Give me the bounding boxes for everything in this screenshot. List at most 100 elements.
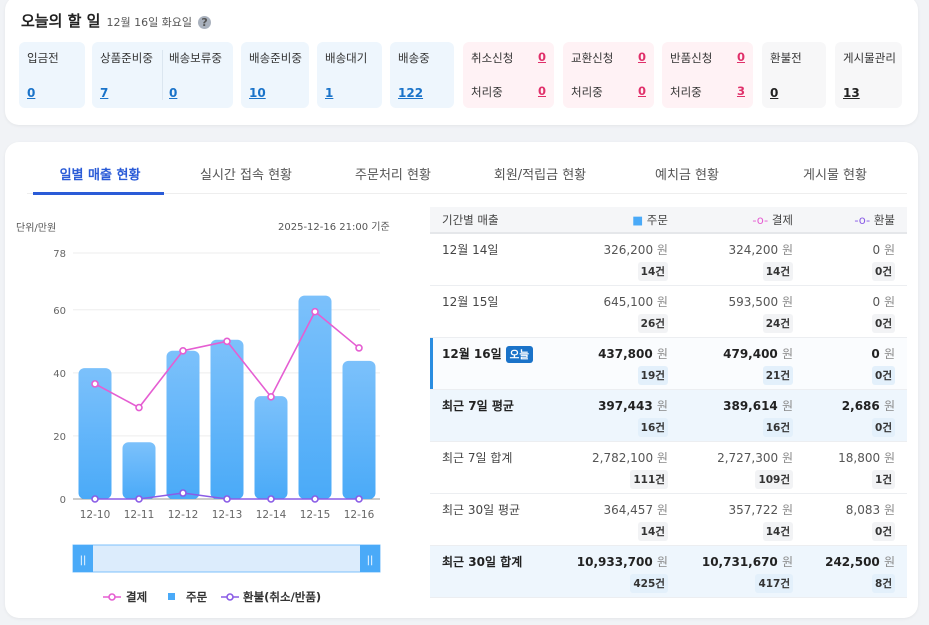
claim-label: 취소신청 <box>471 51 514 65</box>
tile-exchange[interactable]: 교환신청 0 처리중 0 <box>563 42 654 108</box>
table-row: 12월 15일 645,100 원 26건 593,500 원 24건 0 원 0건 <box>430 285 907 338</box>
tile-posts[interactable]: 게시물관리 13 <box>835 42 902 108</box>
claim-value[interactable]: 0 <box>736 50 745 64</box>
refund-point-12-10 <box>91 495 99 503</box>
tab-deposits[interactable]: 예치금 현황 <box>655 168 719 183</box>
x-tick-label: 12-11 <box>124 509 155 521</box>
tile-shipping[interactable]: 배송중 122 <box>390 42 454 108</box>
currency-unit: 원 <box>656 450 668 465</box>
row-label-text: 12월 16일 <box>442 346 502 361</box>
payment-amount-cell: 389,614 원 16건 <box>679 389 806 442</box>
order-amount: 364,457 <box>603 502 654 517</box>
tab-daily-sales[interactable]: 일별 매출 현황 <box>59 168 141 183</box>
payment-legend-icon: -o- <box>752 212 769 227</box>
order-amount-cell: 437,800 원 19건 <box>554 337 680 390</box>
col-refund: 환불 <box>873 212 895 227</box>
y-tick-label: 60 <box>53 306 66 317</box>
tile-refund-pending[interactable]: 환불전 0 <box>762 42 826 108</box>
currency-unit: 원 <box>781 346 794 361</box>
payment-amount-cell: 593,500 원 24건 <box>679 285 806 338</box>
refund-amount: 8,083 <box>845 502 881 517</box>
bar-order-12-11 <box>122 442 156 499</box>
payment-point-12-15 <box>311 307 319 316</box>
tile-value[interactable]: 0 <box>27 86 36 100</box>
order-amount-count: 14건 <box>637 262 668 281</box>
refund-amount: 2,686 <box>841 398 880 413</box>
tab-realtime-visitors[interactable]: 실시간 접속 현황 <box>200 168 292 183</box>
tile-value[interactable]: 0 <box>770 86 779 100</box>
payment-amount-count: 16건 <box>762 417 794 437</box>
bar-order-12-13 <box>210 339 244 499</box>
tile-pending-payment[interactable]: 입금전 0 <box>19 42 85 108</box>
tab-members-points[interactable]: 회원/적립금 현황 <box>493 168 587 183</box>
order-amount-count: 111건 <box>630 469 668 489</box>
row-label-text: 최근 7일 합계 <box>442 450 513 465</box>
help-icon[interactable]: ? <box>198 16 212 29</box>
payment-amount: 479,400 <box>723 346 778 361</box>
claim-value[interactable]: 0 <box>637 50 646 64</box>
currency-unit: 원 <box>883 502 895 517</box>
refund-amount-cell: 0 원 0건 <box>805 233 907 286</box>
claim-label: 교환신청 <box>571 51 614 65</box>
currency-unit: 원 <box>883 294 895 309</box>
currency-unit: 원 <box>781 554 794 569</box>
table-row: 12월 16일 오늘 437,800 원 19건 479,400 원 21건 0 원 0건 <box>430 337 907 390</box>
claim-value[interactable]: 0 <box>537 50 546 64</box>
currency-unit: 원 <box>781 450 794 465</box>
payment-amount-cell: 357,722 원 14건 <box>679 493 806 546</box>
tile-value[interactable]: 13 <box>843 86 860 100</box>
currency-unit: 원 <box>656 243 668 257</box>
claim-sub-value[interactable]: 0 <box>637 84 646 98</box>
currency-unit: 원 <box>781 502 794 517</box>
refund-amount-cell: 18,800 원 1건 <box>805 441 907 494</box>
tile-shipping-prep[interactable]: 배송준비중 10 <box>241 42 309 108</box>
refund-amount-count: 0건 <box>872 262 895 281</box>
payment-point-12-13 <box>223 337 231 346</box>
table-row: 최근 7일 평균 397,443 원 16건 389,614 원 16건 2,686 원 0… <box>430 389 907 442</box>
refund-amount-count: 0건 <box>872 313 895 333</box>
refund-amount: 18,800 <box>838 450 881 465</box>
row-label: 12월 14일 <box>430 233 555 286</box>
payment-amount-cell: 479,400 원 21건 <box>679 337 806 390</box>
bar-order-12-10 <box>78 368 112 499</box>
bar-order-12-12 <box>166 350 200 499</box>
refund-amount-count: 0건 <box>872 365 895 385</box>
tile-label: 입금전 <box>27 51 59 65</box>
todo-date: 12월 16일 화요일 <box>106 16 193 29</box>
row-label: 최근 7일 합계 <box>430 441 555 494</box>
currency-unit: 원 <box>883 554 895 569</box>
bar-order-12-14 <box>254 396 288 499</box>
legend-payment-marker <box>108 593 116 601</box>
refund-amount-cell: 2,686 원 0건 <box>805 389 907 442</box>
tile-value[interactable]: 7 <box>100 86 109 100</box>
order-amount-count: 16건 <box>637 417 668 437</box>
claim-sub-value[interactable]: 0 <box>537 84 546 98</box>
currency-unit: 원 <box>883 450 895 465</box>
tile-value[interactable]: 122 <box>398 86 424 100</box>
order-amount: 645,100 <box>603 294 654 309</box>
legend-order: 주문 <box>186 590 208 604</box>
active-tab-indicator <box>33 192 164 195</box>
order-legend-icon: ■ <box>632 212 644 227</box>
table-row: 최근 30일 평균 364,457 원 14건 357,722 원 14건 8,083 원… <box>430 493 907 546</box>
order-amount-count: 26건 <box>637 313 668 333</box>
order-amount-cell: 326,200 원 14건 <box>554 233 680 286</box>
payment-amount: 2,727,300 <box>717 450 779 465</box>
tab-posts[interactable]: 게시물 현황 <box>803 168 867 183</box>
x-tick-label: 12-15 <box>300 509 331 521</box>
payment-amount-count: 417건 <box>755 573 794 593</box>
table-row: 최근 7일 합계 2,782,100 원 111건 2,727,300 원 109건 18… <box>430 441 907 494</box>
claim-sub-value[interactable]: 3 <box>736 84 745 98</box>
payment-amount-count: 24건 <box>762 313 794 333</box>
tile-cancel[interactable]: 취소신청 0 처리중 0 <box>463 42 554 108</box>
tile-shipping-wait[interactable]: 배송대기 1 <box>317 42 382 108</box>
range-slider-track <box>72 544 381 573</box>
tile-value[interactable]: 1 <box>325 86 334 100</box>
tile-return[interactable]: 반품신청 0 처리중 3 <box>662 42 753 108</box>
legend-refund-marker <box>226 593 234 601</box>
tile-value[interactable]: 0 <box>169 86 178 100</box>
claim-label: 반품신청 <box>670 51 713 65</box>
payment-amount-count: 109건 <box>755 469 794 489</box>
tile-value[interactable]: 10 <box>249 86 266 100</box>
tab-order-processing[interactable]: 주문처리 현황 <box>355 168 431 183</box>
